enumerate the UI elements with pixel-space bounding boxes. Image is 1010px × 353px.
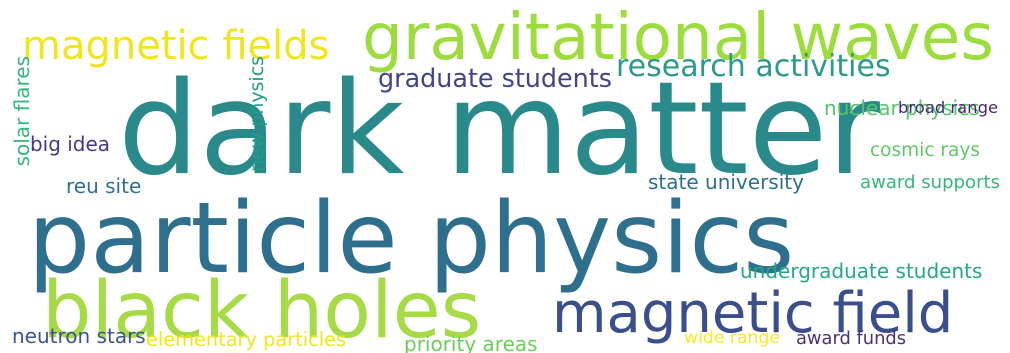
word-big-idea: big idea [30, 132, 110, 156]
word-neutron-stars: neutron stars [12, 324, 146, 348]
word-gravitational-waves: gravitational waves [362, 0, 994, 75]
word-award-supports: award supports [860, 172, 1000, 193]
word-priority-areas: priority areas [404, 332, 538, 353]
word-broad-range: broad range [898, 98, 999, 117]
word-cosmic-rays: cosmic rays [870, 140, 980, 161]
word-wide-range: wide range [684, 328, 781, 348]
word-elementary-particles: elementary particles [146, 328, 347, 351]
word-research-activities: research activities [616, 49, 891, 84]
word-graduate-students: graduate students [378, 63, 612, 93]
word-nuclear-physics: nuclear physics [824, 96, 980, 120]
word-black-holes: black holes [42, 266, 482, 353]
word-magnetic-fields: magnetic fields [22, 23, 330, 69]
word-magnetic-field: magnetic field [552, 281, 954, 346]
word-particle-physics: particle physics [28, 182, 795, 296]
word-solar-flares: solar flares [10, 56, 34, 167]
word-dark-matter: dark matter [118, 55, 880, 204]
word-award-funds: award funds [796, 328, 907, 349]
word-reu-site: reu site [66, 174, 142, 198]
word-undergraduate-students: undergraduate students [740, 259, 983, 283]
word-state-university: state university [648, 170, 804, 194]
word-new-physics: new physics [246, 56, 268, 172]
